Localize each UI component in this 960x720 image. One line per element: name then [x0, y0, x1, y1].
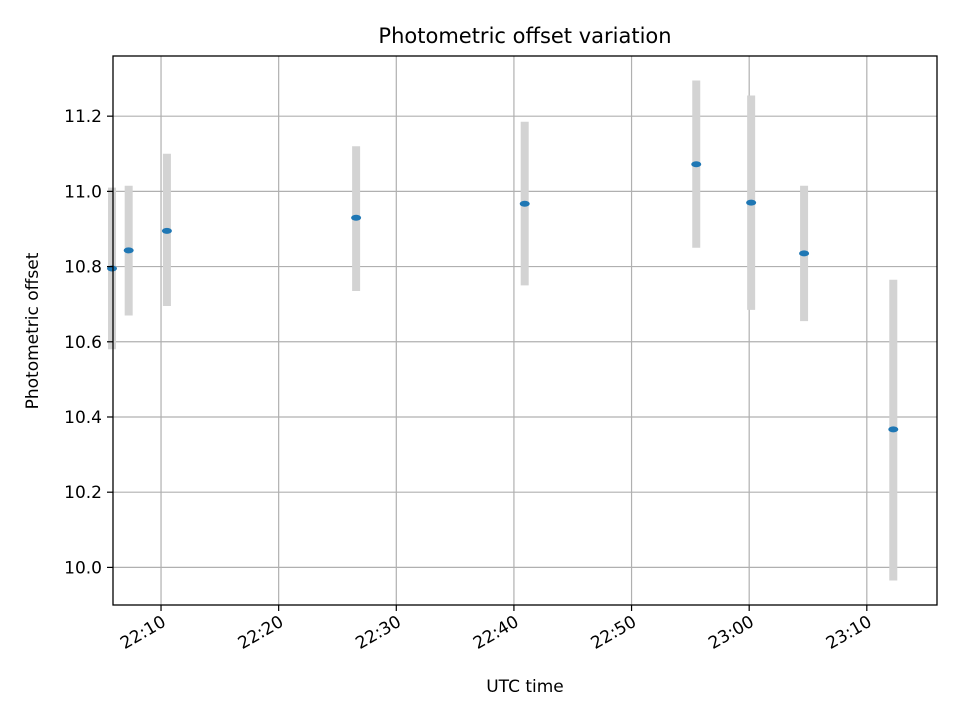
- x-tick-label: 22:50: [588, 612, 640, 654]
- x-tick-label: 22:40: [470, 612, 522, 654]
- x-tick-label: 22:10: [117, 612, 169, 654]
- data-point: [123, 247, 134, 254]
- x-tick-label: 23:00: [705, 612, 757, 654]
- data-point: [161, 227, 172, 234]
- chart-title: Photometric offset variation: [378, 24, 671, 48]
- y-tick-label: 10.8: [64, 258, 102, 278]
- y-axis-ticks: 10.0 10.2 10.4 10.6 10.8 11.0 11.2: [64, 107, 113, 578]
- data-point: [691, 161, 702, 168]
- y-tick-label: 10.0: [64, 558, 102, 578]
- y-tick-label: 11.2: [64, 107, 102, 127]
- data-point: [351, 214, 362, 221]
- x-axis-label: UTC time: [486, 677, 564, 697]
- y-axis-label: Photometric offset: [23, 252, 43, 409]
- data-point: [746, 199, 757, 206]
- error-bars: [108, 80, 898, 581]
- data-point: [799, 250, 810, 257]
- y-tick-label: 11.0: [64, 182, 102, 202]
- x-axis-ticks: 22:10 22:20 22:30 22:40 22:50 23:00 23:10: [117, 605, 875, 654]
- data-points: [107, 161, 899, 433]
- y-tick-label: 10.6: [64, 333, 102, 353]
- plot-frame: [112, 55, 938, 606]
- y-tick-label: 10.4: [64, 408, 102, 428]
- x-tick-label: 23:10: [823, 612, 875, 654]
- x-tick-label: 22:20: [235, 612, 287, 654]
- x-tick-label: 22:30: [352, 612, 404, 654]
- data-point: [888, 426, 899, 433]
- data-point: [519, 200, 530, 207]
- y-tick-label: 10.2: [64, 483, 102, 503]
